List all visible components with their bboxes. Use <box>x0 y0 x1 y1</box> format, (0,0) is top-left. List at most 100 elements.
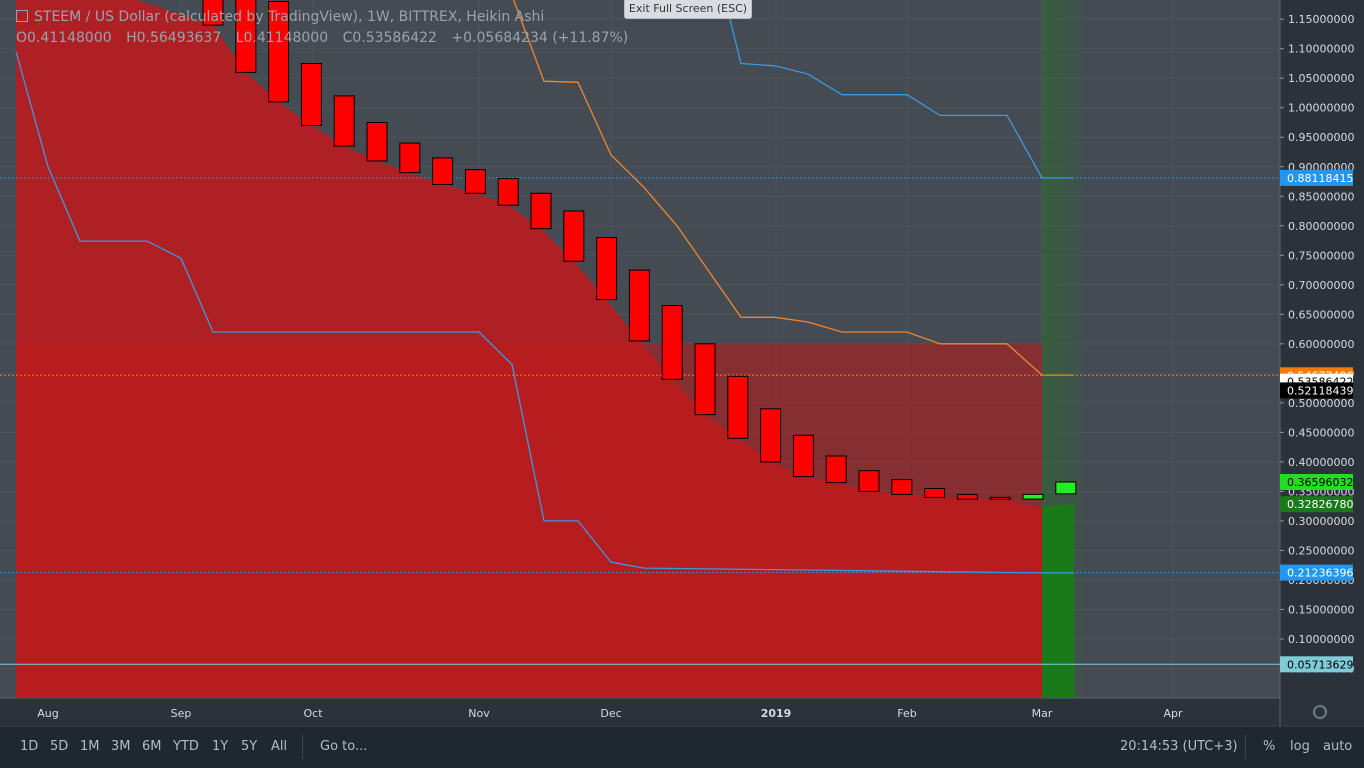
price-label-bg <box>1280 564 1353 581</box>
price-label-bg <box>1280 656 1353 673</box>
candle <box>464 169 486 194</box>
candle <box>1055 481 1077 495</box>
blue-upper-line <box>706 0 1074 179</box>
x-tick-label: Apr <box>1163 707 1183 720</box>
clock-display: 20:14:53 (UTC+3) <box>1120 739 1238 754</box>
chart-settings-gear-icon[interactable] <box>1313 705 1327 719</box>
y-tick-label: 0.30000000 <box>1288 515 1354 528</box>
legend-change: +0.05684234 (+11.87%) <box>451 30 629 46</box>
bottom-toolbar: 1D 5D 1M 3M 6M YTD 1Y 5Y All Go to... 20… <box>0 726 1364 768</box>
y-tick-label: 0.95000000 <box>1288 131 1354 144</box>
orange-line <box>512 0 1074 376</box>
candle <box>760 408 782 463</box>
y-tick-label: 1.00000000 <box>1288 102 1354 115</box>
x-tick-label: 2019 <box>761 707 792 720</box>
range-5y-button[interactable]: 5Y <box>241 739 258 754</box>
candle <box>300 63 322 126</box>
green-cloud-area <box>1042 503 1074 698</box>
y-tick-label: 1.10000000 <box>1288 43 1354 56</box>
toolbar-divider <box>1245 735 1246 759</box>
price-label-text: 0.36596032 <box>1287 476 1353 489</box>
candle <box>628 269 650 342</box>
candle <box>792 434 814 478</box>
exit-fullscreen-button[interactable]: Exit Full Screen (ESC) <box>624 0 752 19</box>
candle <box>1022 493 1044 500</box>
price-label-text: 0.88118415 <box>1287 172 1353 185</box>
candle <box>366 122 388 162</box>
x-tick-label: Dec <box>600 707 621 720</box>
range-1d-button[interactable]: 1D <box>20 739 39 754</box>
candle <box>989 496 1011 500</box>
candle <box>432 157 454 185</box>
legend-open: O0.41148000 <box>16 30 112 46</box>
range-3m-button[interactable]: 3M <box>111 739 131 754</box>
y-tick-label: 0.15000000 <box>1288 604 1354 617</box>
price-label-bg <box>1280 496 1353 513</box>
auto-scale-toggle[interactable]: auto <box>1323 739 1353 754</box>
range-all-button[interactable]: All <box>271 739 288 754</box>
chart-legend-ohlc: O0.41148000 H0.56493637 L0.41148000 C0.5… <box>16 30 638 46</box>
y-tick-label: 0.40000000 <box>1288 456 1354 469</box>
price-label-bg <box>1280 382 1353 399</box>
x-tick-label: Sep <box>171 707 192 720</box>
y-tick-label: 0.70000000 <box>1288 279 1354 292</box>
symbol-icon <box>16 10 28 22</box>
x-tick-label: Oct <box>303 707 323 720</box>
legend-close: C0.53586422 <box>342 30 437 46</box>
candle <box>268 1 290 103</box>
x-tick-label: Aug <box>37 707 58 720</box>
candle <box>661 305 683 380</box>
range-1y-button[interactable]: 1Y <box>212 739 229 754</box>
legend-title-text: STEEM / US Dollar (calculated by Trading… <box>34 9 545 25</box>
candle <box>956 493 978 500</box>
candle <box>235 0 257 73</box>
candle <box>596 237 618 301</box>
range-6m-button[interactable]: 6M <box>142 739 162 754</box>
y-tick-label: 0.65000000 <box>1288 308 1354 321</box>
price-label-text: 0.52118439 <box>1287 384 1353 397</box>
time-axis-panel <box>0 698 1280 726</box>
candle <box>891 479 913 495</box>
goto-date-button[interactable]: Go to... <box>320 739 368 754</box>
candle <box>727 375 749 439</box>
range-1m-button[interactable]: 1M <box>80 739 100 754</box>
red-base-area <box>16 343 1042 698</box>
legend-high: H0.56493637 <box>126 30 222 46</box>
x-tick-label: Mar <box>1032 707 1053 720</box>
candle <box>825 455 847 484</box>
plot-group <box>0 0 1280 698</box>
range-ytd-button[interactable]: YTD <box>173 739 199 754</box>
price-label-text: 0.21236396 <box>1287 567 1353 580</box>
price-label-text: 0.05713629 <box>1287 658 1353 671</box>
candle <box>497 178 519 206</box>
price-label-bg <box>1280 474 1353 490</box>
candle <box>202 0 224 26</box>
candle <box>694 343 716 416</box>
y-tick-label: 0.85000000 <box>1288 190 1354 203</box>
chart-legend-title: STEEM / US Dollar (calculated by Trading… <box>16 9 544 25</box>
y-tick-label: 0.75000000 <box>1288 249 1354 262</box>
y-tick-label: 0.25000000 <box>1288 544 1354 557</box>
y-tick-label: 0.45000000 <box>1288 426 1354 439</box>
toolbar-divider <box>302 735 303 759</box>
y-tick-label: 0.50000000 <box>1288 397 1354 410</box>
log-scale-toggle[interactable]: log <box>1290 739 1310 754</box>
price-axis-panel <box>1280 0 1364 726</box>
price-label-bg <box>1280 169 1353 186</box>
range-5d-button[interactable]: 5D <box>50 739 69 754</box>
legend-low: L0.41148000 <box>235 30 329 46</box>
candle <box>399 142 421 174</box>
y-tick-label: 1.15000000 <box>1288 13 1354 26</box>
percent-scale-toggle[interactable]: % <box>1263 739 1276 754</box>
price-label-text: 0.32826780 <box>1287 498 1353 511</box>
y-tick-label: 1.05000000 <box>1288 72 1354 85</box>
x-tick-label: Nov <box>468 707 490 720</box>
candle <box>858 470 880 492</box>
candle <box>563 210 585 262</box>
y-tick-label: 0.80000000 <box>1288 220 1354 233</box>
candle <box>924 488 946 498</box>
candle <box>530 192 552 230</box>
x-tick-label: Feb <box>897 707 916 720</box>
blue-lower-line <box>15 51 1074 574</box>
